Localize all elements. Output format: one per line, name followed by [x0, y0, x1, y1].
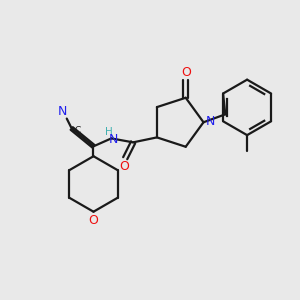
Text: C: C [74, 126, 81, 135]
Text: N: N [109, 133, 118, 146]
Text: O: O [88, 214, 98, 227]
Text: N: N [206, 115, 215, 128]
Text: H: H [106, 128, 113, 137]
Text: N: N [58, 105, 68, 118]
Text: O: O [181, 67, 190, 80]
Text: O: O [119, 160, 129, 172]
